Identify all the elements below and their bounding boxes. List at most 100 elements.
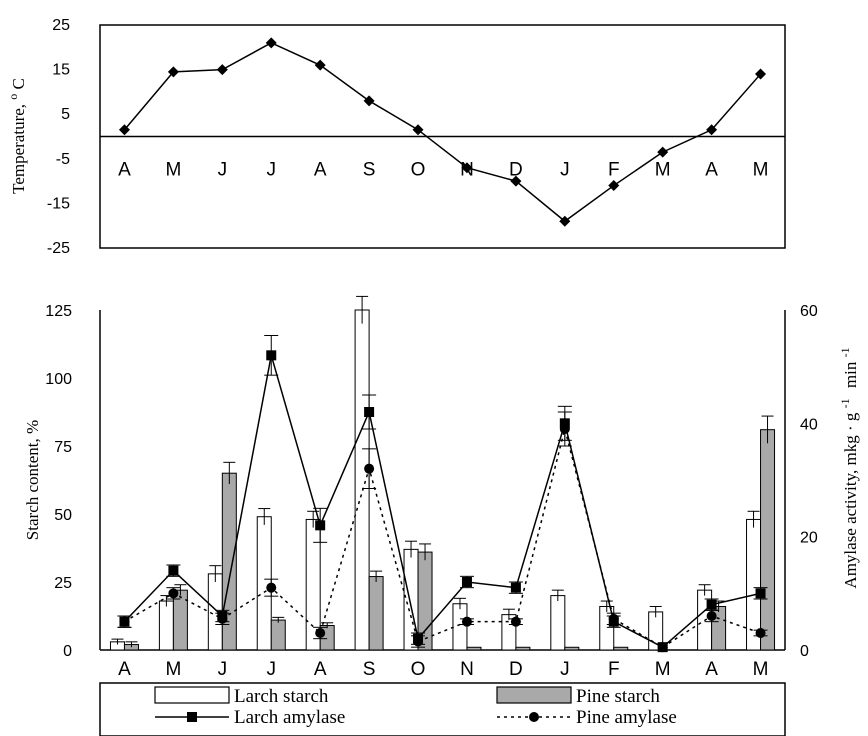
bottom-month-label: J bbox=[267, 659, 277, 680]
bottom-month-label: A bbox=[705, 659, 718, 680]
bottom-month-label: F bbox=[608, 659, 620, 680]
larch-amylase-point bbox=[706, 599, 717, 610]
pine-amylase-point bbox=[364, 463, 375, 474]
amylase-axis-title: Amylase activity, mkg · g -1 min -1 bbox=[834, 347, 860, 588]
starch-amylase-chart: 0 25 50 75 100 125 0 20 40 60 A M J J A S O N D J F M A M Sta… bbox=[23, 295, 860, 680]
larch-amylase-line bbox=[123, 355, 761, 649]
pine-starch-bar bbox=[466, 646, 482, 651]
legend-larch-starch-swatch bbox=[154, 686, 230, 704]
bottom-month-label: A bbox=[118, 659, 131, 680]
larch-starch-bar bbox=[354, 309, 370, 651]
temperature-axis-title: Temperature, o C bbox=[2, 78, 28, 194]
pine-amylase-point bbox=[461, 616, 472, 627]
temperature-point bbox=[510, 175, 522, 187]
bottom-month-label: M bbox=[753, 659, 769, 680]
temperature-y-tick-label: -15 bbox=[47, 195, 70, 212]
amylase-y-tick-label: 20 bbox=[800, 530, 818, 547]
pine-amylase-point bbox=[217, 613, 228, 624]
pine-amylase-point bbox=[510, 616, 521, 627]
temperature-month-label: M bbox=[655, 160, 671, 181]
temperature-month-label: M bbox=[165, 160, 181, 181]
legend-larch-starch-label: Larch starch bbox=[234, 686, 329, 707]
larch-amylase-point bbox=[168, 565, 179, 576]
pine-starch-bar bbox=[368, 576, 384, 651]
starch-axis-title: Starch content, % bbox=[23, 420, 42, 540]
pine-amylase-point bbox=[168, 588, 179, 599]
amylase-y-tick-label: 0 bbox=[800, 643, 809, 660]
legend-frame bbox=[99, 682, 786, 736]
temperature-point bbox=[314, 59, 326, 71]
temperature-month-label: F bbox=[608, 160, 620, 181]
pine-amylase-point bbox=[657, 642, 668, 653]
legend-pine-amylase-label: Pine amylase bbox=[576, 707, 677, 728]
larch-amylase-point bbox=[364, 407, 375, 417]
temperature-point bbox=[412, 124, 424, 136]
temperature-point bbox=[363, 95, 375, 107]
temperature-y-tick-labels: 25 15 5 -5 -15 -25 bbox=[47, 17, 70, 257]
amylase-lines bbox=[117, 335, 768, 653]
temperature-point bbox=[167, 66, 179, 78]
amylase-superscript-1: -1 bbox=[838, 398, 852, 408]
starch-y-tick-labels: 0 25 50 75 100 125 bbox=[45, 303, 72, 660]
pine-starch-bar bbox=[270, 619, 286, 651]
temperature-month-label: S bbox=[363, 160, 376, 181]
pine-amylase-point bbox=[315, 628, 326, 638]
starch-y-tick-label: 25 bbox=[54, 575, 72, 592]
amylase-y-tick-label: 40 bbox=[800, 416, 818, 433]
bottom-month-label: O bbox=[411, 659, 426, 680]
temperature-month-label: A bbox=[314, 160, 327, 181]
amylase-axis-label: Amylase activity, mkg · g bbox=[841, 412, 860, 588]
legend-larch-amylase-marker bbox=[187, 712, 197, 722]
temperature-point bbox=[265, 37, 277, 49]
pine-amylase-line bbox=[124, 428, 761, 649]
legend-pine-starch-label: Pine starch bbox=[576, 686, 660, 707]
temperature-month-label: A bbox=[118, 160, 131, 181]
pine-starch-bar bbox=[221, 472, 237, 651]
larch-starch-bar bbox=[550, 595, 566, 651]
temperature-month-label: J bbox=[560, 160, 570, 181]
temperature-line bbox=[123, 42, 762, 223]
temperature-point bbox=[608, 180, 620, 192]
pine-amylase-point bbox=[706, 611, 717, 621]
larch-amylase-point bbox=[315, 520, 326, 531]
temperature-degree-superscript: o bbox=[6, 94, 20, 100]
pine-amylase-point bbox=[559, 424, 570, 434]
amylase-superscript-2: -1 bbox=[838, 347, 852, 357]
temperature-point bbox=[559, 215, 571, 227]
temperature-month-label: J bbox=[267, 160, 277, 181]
pine-amylase-point bbox=[413, 636, 424, 647]
legend-larch-amylase-label: Larch amylase bbox=[234, 707, 345, 728]
temperature-point bbox=[706, 124, 718, 136]
legend-pine-starch-swatch bbox=[496, 686, 572, 704]
bottom-month-label: N bbox=[460, 659, 474, 680]
bottom-month-label: D bbox=[509, 659, 523, 680]
temperature-month-label: M bbox=[753, 160, 769, 181]
bottom-month-label: A bbox=[314, 659, 327, 680]
temperature-y-tick-label: -25 bbox=[47, 240, 70, 257]
starch-y-tick-label: 0 bbox=[63, 643, 72, 660]
pine-starch-bar bbox=[760, 429, 776, 651]
pine-starch-bar bbox=[564, 646, 580, 651]
pine-amylase-point bbox=[755, 628, 766, 638]
larch-amylase-point bbox=[266, 350, 277, 361]
temperature-series bbox=[118, 37, 767, 227]
legend: Larch starch Pine starch Larch amylase P… bbox=[99, 682, 786, 736]
pine-amylase-point bbox=[266, 582, 277, 593]
temperature-y-tick-label: 15 bbox=[52, 62, 70, 79]
amylase-y-tick-labels: 0 20 40 60 bbox=[800, 303, 818, 660]
temperature-point bbox=[657, 146, 669, 158]
bottom-month-label: S bbox=[363, 659, 376, 680]
larch-amylase-point bbox=[510, 582, 521, 593]
temperature-month-label: O bbox=[411, 160, 426, 181]
starch-y-tick-label: 75 bbox=[54, 439, 72, 456]
bottom-month-label: M bbox=[165, 659, 181, 680]
amylase-y-tick-label: 60 bbox=[800, 303, 818, 320]
larch-amylase-point bbox=[461, 577, 472, 587]
temperature-y-tick-label: 5 bbox=[61, 106, 70, 123]
bottom-month-label: J bbox=[218, 659, 228, 680]
temperature-point bbox=[118, 124, 130, 136]
starch-bars bbox=[109, 295, 776, 651]
